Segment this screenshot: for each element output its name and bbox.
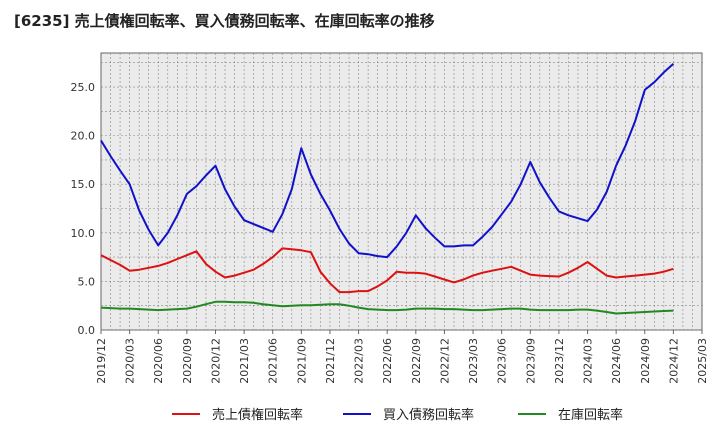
grid: [101, 53, 702, 331]
x-tick-label: 2021/03: [238, 338, 251, 384]
x-tick-label: 2023/09: [524, 338, 537, 384]
x-tick-label: 2024/09: [639, 338, 652, 384]
x-tick-label: 2025/03: [696, 338, 709, 384]
x-tick-label: 2021/06: [267, 338, 280, 384]
y-axis: 0.0 5.0 10.0 15.0 20.0 25.0: [71, 81, 96, 337]
x-tick-label: 2022/03: [353, 338, 366, 384]
x-tick-label: 2022/06: [381, 338, 394, 384]
legend-label: 買入債務回転率: [383, 407, 474, 423]
series-line: [100, 300, 674, 315]
x-tick-label: 2022/09: [410, 338, 423, 384]
x-tick-label: 2024/12: [667, 338, 680, 384]
y-tick-label: 10.0: [71, 227, 96, 240]
y-tick-label: 20.0: [71, 130, 96, 143]
y-tick-label: 5.0: [78, 275, 96, 288]
x-tick-label: 2024/03: [582, 338, 595, 384]
chart-title: [6235] 売上債権回転率、買入債務回転率、在庫回転率の推移: [14, 12, 435, 30]
x-tick-label: 2020/09: [181, 338, 194, 384]
series-line: [100, 247, 674, 294]
x-tick-label: 2020/12: [209, 338, 222, 384]
x-tick-label: 2023/03: [467, 338, 480, 384]
plot-background: [100, 52, 703, 331]
y-tick-label: 25.0: [71, 81, 96, 94]
series-lines: [100, 62, 675, 315]
x-axis: 2019/12 2020/03 2020/06 2020/09 2020/12 2021/…: [95, 330, 709, 384]
x-tick-label: 2020/06: [152, 338, 165, 384]
x-tick-label: 2022/12: [438, 338, 451, 384]
y-tick-label: 0.0: [78, 324, 96, 337]
x-tick-label: 2021/09: [295, 338, 308, 384]
legend-label: 在庫回転率: [558, 407, 623, 423]
x-tick-label: 2020/03: [124, 338, 137, 384]
legend-label: 売上債権回転率: [212, 407, 303, 423]
x-tick-label: 2024/06: [610, 338, 623, 384]
legend: 売上債権回転率 買入債務回転率 在庫回転率: [172, 407, 623, 423]
x-tick-label: 2021/12: [324, 338, 337, 384]
x-tick-label: 2019/12: [95, 338, 108, 384]
x-tick-label: 2023/06: [496, 338, 509, 384]
x-tick-label: 2023/12: [553, 338, 566, 384]
series-line: [100, 62, 675, 259]
plot-area: [100, 52, 703, 331]
y-tick-label: 15.0: [71, 178, 96, 191]
